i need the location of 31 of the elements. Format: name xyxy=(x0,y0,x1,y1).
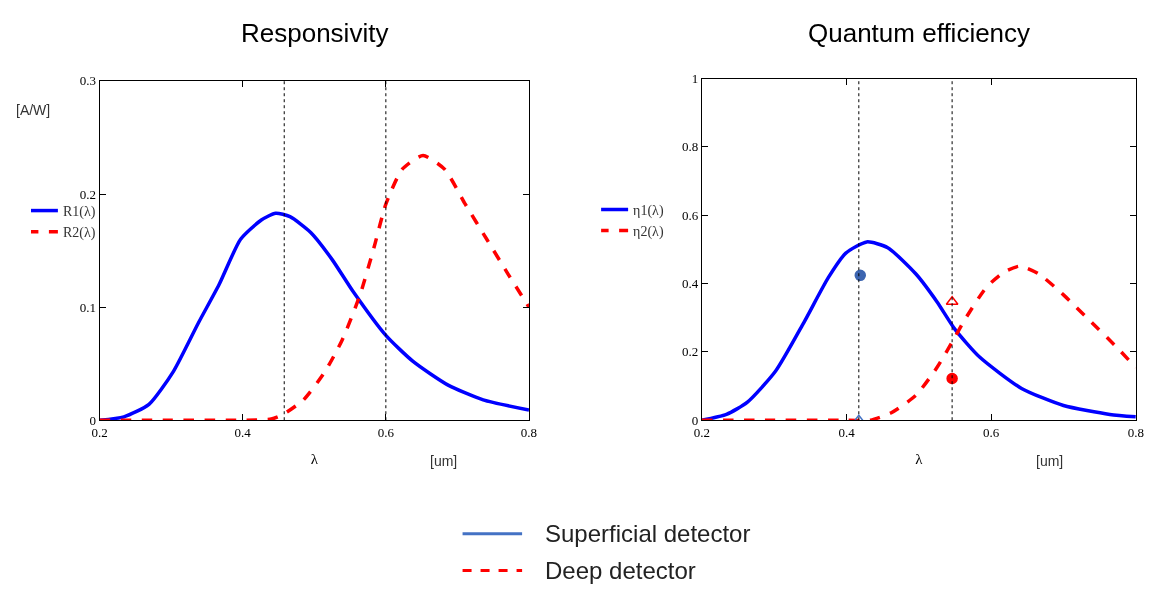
text: Deep detector xyxy=(545,557,696,584)
y-tick-label: 1 xyxy=(691,71,699,87)
chart-title: Quantum efficiency xyxy=(808,18,1031,48)
legend-label: R2(λ) xyxy=(62,225,96,242)
x-tick-label: 0.4 xyxy=(838,424,856,440)
line-series xyxy=(99,153,529,421)
x-tick-label: 0.6 xyxy=(377,424,395,440)
legend-label: η2(λ) xyxy=(633,224,664,241)
y-tick-label: 0.2 xyxy=(79,186,96,202)
y-tick-label: 0.2 xyxy=(682,344,699,360)
text: [um] xyxy=(430,453,458,469)
x-axis-title: λ xyxy=(310,450,319,467)
y-tick-label: 0.6 xyxy=(682,207,699,223)
y-tick-label: 0.4 xyxy=(682,276,699,292)
y-tick-label: 0.8 xyxy=(682,139,699,155)
y-tick-label: 0.3 xyxy=(79,73,96,89)
y-tick-label: 0 xyxy=(691,412,699,428)
y-tick-label: 0.1 xyxy=(79,299,96,315)
x-axis-title: λ xyxy=(915,450,924,467)
x-tick-label: 0.6 xyxy=(983,424,1000,440)
legend-label: η1(λ) xyxy=(633,202,664,219)
chart-title: Responsivity xyxy=(241,18,389,48)
point xyxy=(945,295,959,305)
legend-label: R1(λ) xyxy=(62,204,96,221)
text: [um] xyxy=(1036,453,1064,469)
point xyxy=(854,269,867,282)
y-axis-title: [A/W] xyxy=(16,102,51,118)
x-tick-label: 0.4 xyxy=(234,424,252,440)
x-tick-label: 0.8 xyxy=(1127,424,1144,440)
x-tick-label: 0.8 xyxy=(520,424,538,440)
text: Superficial detector xyxy=(545,520,751,547)
